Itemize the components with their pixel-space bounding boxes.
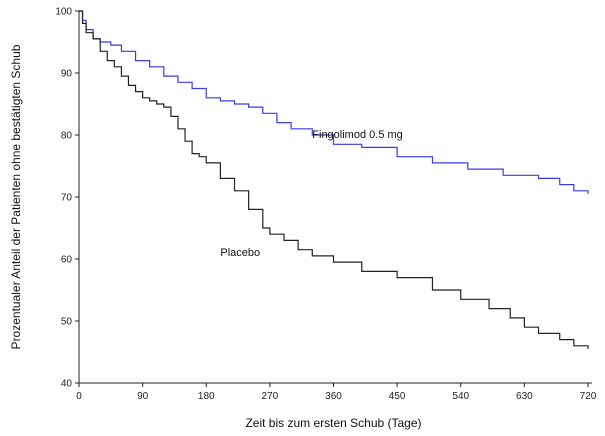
series-line-placebo — [79, 10, 589, 349]
y-tick-label: 100 — [55, 7, 72, 18]
x-ticks: 0 90 180 270 360 450 540 630 720 — [76, 383, 597, 402]
y-tick-label: 90 — [61, 69, 73, 80]
x-tick-label: 180 — [198, 391, 215, 402]
y-tick-label: 80 — [61, 131, 73, 142]
x-tick-label: 90 — [137, 391, 149, 402]
y-ticks: 40 50 60 70 80 90 100 — [55, 7, 79, 390]
x-tick-label: 0 — [76, 391, 82, 402]
x-tick-label: 450 — [389, 391, 406, 402]
series-label-fingolimod: Fingolimod 0.5 mg — [312, 129, 403, 141]
series-line-fingolimod — [79, 10, 589, 194]
series-label-placebo: Placebo — [220, 247, 260, 259]
x-axis-title: Zeit bis zum ersten Schub (Tage) — [245, 416, 421, 430]
y-tick-label: 50 — [61, 317, 73, 328]
y-axis-title: Prozentualer Anteil der Patienten ohne b… — [9, 44, 23, 349]
x-tick-label: 360 — [325, 391, 342, 402]
y-tick-label: 70 — [61, 193, 73, 204]
y-tick-label: 40 — [61, 379, 73, 390]
x-tick-label: 270 — [262, 391, 279, 402]
y-tick-label: 60 — [61, 255, 73, 266]
x-tick-label: 720 — [580, 391, 597, 402]
x-tick-label: 630 — [516, 391, 533, 402]
x-tick-label: 540 — [452, 391, 469, 402]
series-layer — [79, 10, 589, 349]
